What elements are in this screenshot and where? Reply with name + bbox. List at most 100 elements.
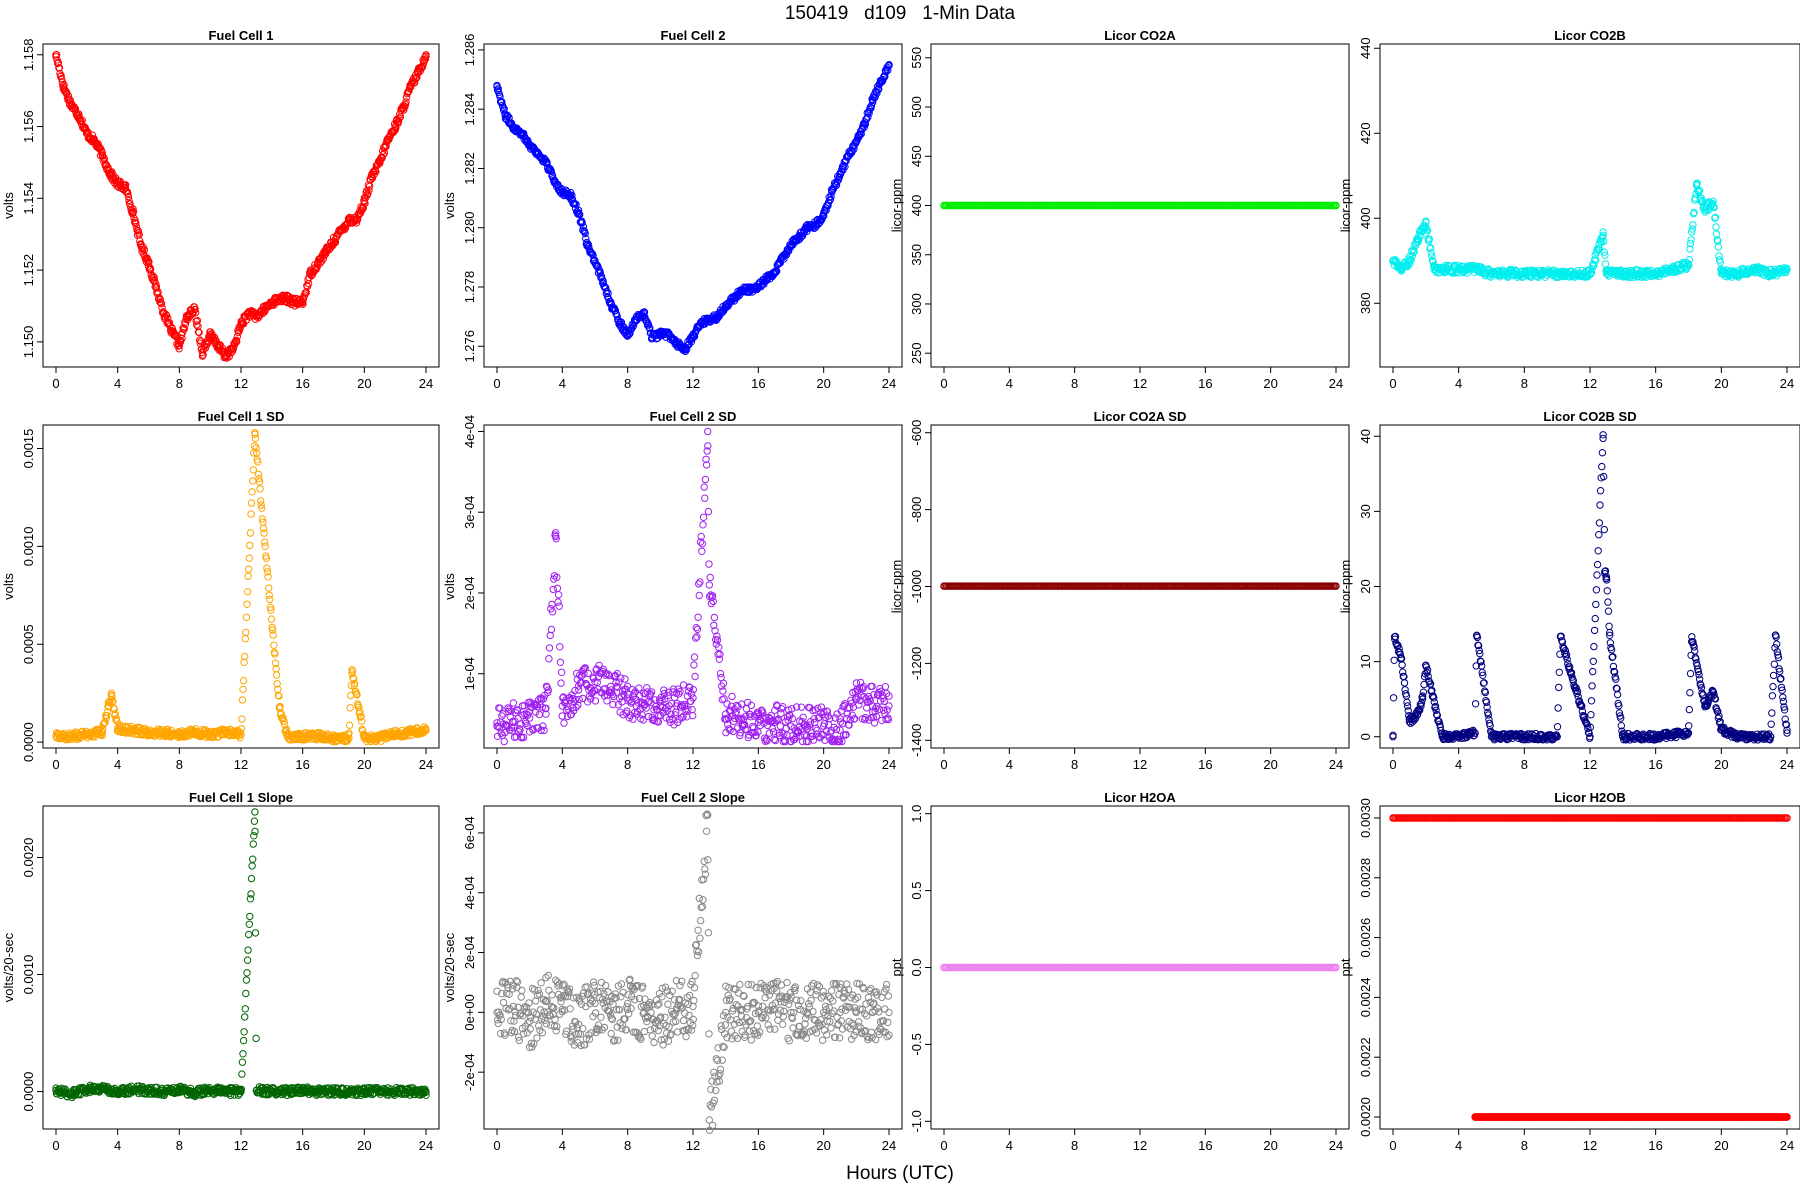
data-point — [1605, 622, 1613, 630]
data-point — [364, 189, 372, 198]
x-tick-label: 20 — [357, 757, 371, 772]
data-point — [256, 485, 264, 493]
y-tick-label: -1200 — [909, 647, 924, 680]
x-tick-label: 24 — [419, 1138, 433, 1153]
data-point — [705, 315, 713, 324]
data-point — [1598, 449, 1607, 457]
x-tick-label: 20 — [816, 757, 830, 772]
chart-title: Licor CO2A — [1104, 28, 1176, 43]
data-point — [233, 338, 241, 346]
data-point — [206, 328, 215, 336]
data-point — [248, 488, 256, 496]
data-point — [244, 572, 252, 580]
x-tick-label: 8 — [1521, 376, 1528, 391]
y-tick-label: 1.282 — [462, 152, 477, 185]
data-point — [214, 341, 222, 350]
x-tick-label: 24 — [1780, 376, 1794, 391]
data-point — [1600, 525, 1609, 534]
data-point — [575, 209, 583, 217]
y-tick-label: 20 — [1358, 579, 1373, 593]
y-tick-label: 4e-04 — [462, 415, 477, 448]
x-tick-label: 24 — [419, 757, 433, 772]
data-point — [181, 320, 190, 328]
data-point — [940, 201, 948, 210]
data-point — [576, 210, 584, 219]
data-point — [583, 238, 591, 247]
plot-frame — [483, 43, 903, 368]
data-point — [578, 218, 586, 227]
data-point — [885, 702, 893, 710]
data-point — [1595, 519, 1604, 527]
data-point — [399, 104, 407, 113]
data-point — [192, 317, 200, 325]
data-point — [178, 328, 187, 337]
data-point — [245, 554, 254, 562]
x-tick-label: 4 — [559, 376, 566, 391]
data-point — [124, 192, 133, 201]
data-point — [575, 686, 583, 694]
plot-frame — [42, 805, 440, 1130]
data-point — [345, 216, 353, 224]
data-point — [346, 704, 354, 712]
x-tick-label: 24 — [419, 376, 433, 391]
data-point — [1685, 705, 1694, 714]
y-tick-label: 0.0010 — [21, 526, 36, 566]
x-tick-label: 0 — [940, 757, 947, 772]
data-point — [365, 186, 373, 194]
data-point — [352, 219, 361, 227]
data-point — [557, 679, 565, 687]
data-point — [149, 272, 157, 280]
data-point — [240, 658, 248, 666]
data-point — [1426, 244, 1435, 252]
data-point — [771, 268, 779, 276]
x-tick-label: 20 — [1714, 757, 1728, 772]
y-axis-label: licor-ppm — [889, 179, 904, 232]
x-tick-label: 8 — [1071, 376, 1078, 391]
data-point — [521, 134, 530, 143]
data-point — [132, 223, 141, 231]
data-point — [1589, 657, 1598, 665]
data-point — [75, 112, 83, 120]
data-point — [548, 600, 556, 609]
data-point — [640, 310, 648, 318]
data-point — [787, 241, 795, 250]
y-axis-label: volts — [1, 192, 16, 219]
x-tick-label: 12 — [1133, 757, 1147, 772]
data-point — [664, 330, 673, 339]
data-point — [166, 322, 174, 330]
data-point — [644, 321, 653, 329]
x-tick-label: 20 — [1263, 376, 1277, 391]
data-point — [797, 703, 806, 711]
data-point — [322, 248, 330, 256]
data-point — [1555, 683, 1563, 692]
x-tick-label: 8 — [1071, 757, 1078, 772]
data-point — [547, 167, 556, 176]
data-point — [195, 328, 203, 337]
data-point — [811, 221, 820, 229]
data-point — [1407, 256, 1415, 264]
data-point — [509, 699, 517, 707]
data-point — [157, 300, 166, 308]
data-point — [54, 59, 62, 68]
data-point — [501, 111, 509, 119]
chart-title: Fuel Cell 2 — [660, 28, 725, 43]
data-point — [1598, 462, 1606, 471]
y-tick-label: 0.0000 — [21, 722, 36, 762]
x-tick-label: 16 — [295, 757, 309, 772]
data-point — [500, 737, 508, 746]
data-point — [1425, 235, 1434, 244]
x-tick-label: 0 — [493, 376, 500, 391]
data-point — [98, 151, 107, 160]
data-point — [701, 494, 709, 502]
data-point — [550, 176, 558, 185]
data-point — [1405, 260, 1414, 268]
data-point — [1596, 501, 1604, 509]
data-point — [1613, 690, 1622, 699]
data-point — [604, 289, 612, 298]
data-point — [566, 191, 575, 199]
data-point — [877, 78, 885, 87]
x-tick-label: 16 — [295, 376, 309, 391]
